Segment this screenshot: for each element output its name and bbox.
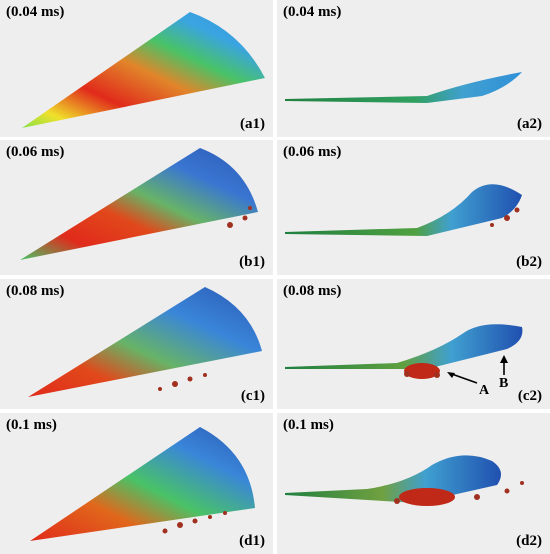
time-label: (0.04 ms): [283, 4, 342, 20]
time-label: (0.1 ms): [6, 417, 57, 433]
panel-d2: (0.1 ms) (d2): [277, 413, 550, 554]
panel-tag: (c2): [517, 388, 542, 404]
spray-plume-side-view: [22, 12, 265, 128]
panel-b2: (0.06 ms) (b2): [277, 140, 550, 275]
panel-tag: (b2): [516, 254, 542, 270]
spray-plume-front-view: [285, 184, 522, 236]
time-label: (0.1 ms): [283, 417, 334, 433]
spray-plume-side-view: [28, 287, 262, 397]
annotation-b: B: [499, 376, 509, 391]
time-label: (0.04 ms): [6, 4, 65, 20]
spray-plume-front-view: [285, 72, 522, 103]
spray-plume-side-view: [30, 427, 255, 541]
panel-c1: (0.08 ms) (c1): [0, 279, 273, 409]
panel-c2: A B (0.08 ms) (c2): [277, 279, 550, 409]
panel-b1: (0.06 ms) (b1): [0, 140, 273, 275]
panel-tag: (b1): [239, 254, 265, 270]
panel-a2: (0.04 ms) (a2): [277, 0, 550, 137]
time-label: (0.06 ms): [6, 144, 65, 160]
panel-tag: (a1): [240, 116, 265, 132]
panel-a1: (0.04 ms) (a1): [0, 0, 273, 137]
annotation-a: A: [479, 383, 490, 398]
time-label: (0.08 ms): [283, 283, 342, 299]
panel-d1: (0.1 ms) (d1): [0, 413, 273, 554]
spray-plume-front-view: [285, 324, 523, 384]
spray-plume-side-view: [20, 148, 258, 260]
panel-tag: (d2): [516, 533, 542, 549]
time-label: (0.06 ms): [283, 144, 342, 160]
panel-tag: (d1): [239, 533, 265, 549]
panel-tag: (c1): [240, 388, 265, 404]
panel-tag: (a2): [517, 116, 542, 132]
spray-plume-front-view: [285, 455, 524, 506]
time-label: (0.08 ms): [6, 283, 65, 299]
